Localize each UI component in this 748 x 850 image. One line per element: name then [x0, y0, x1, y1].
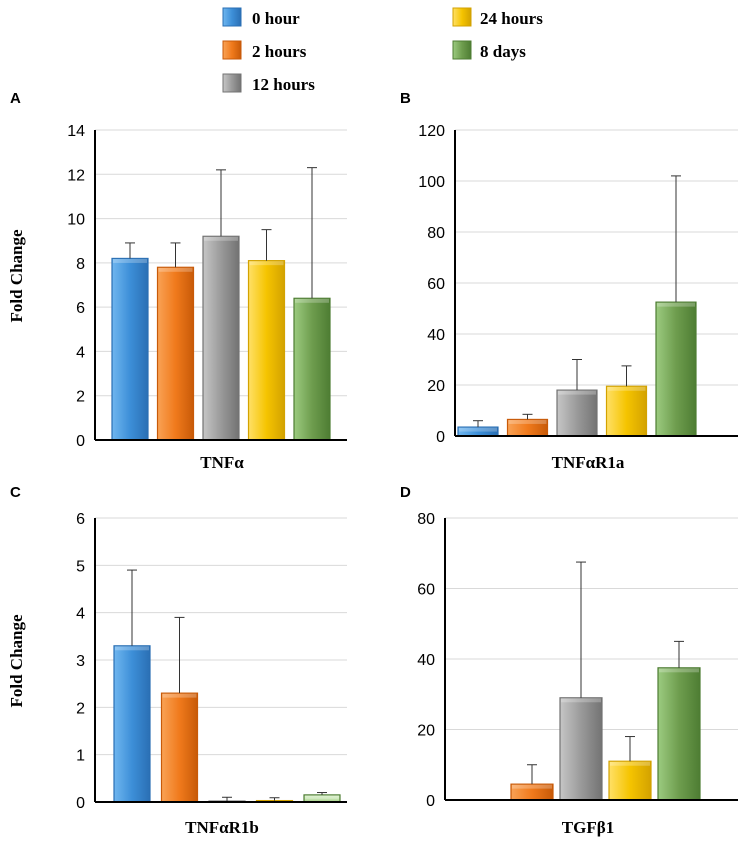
panel-letter-d: D: [400, 484, 411, 501]
bar-highlight-d-1: [512, 784, 552, 789]
bar-highlight-d-2: [561, 698, 601, 703]
legend-label-8-days: 8 days: [480, 42, 526, 61]
legend-swatch-24-hours: [452, 7, 472, 27]
y-tick-label-a-3: 6: [76, 300, 85, 317]
y-tick-label-a-0: 0: [76, 433, 85, 450]
legend: 0 hour 2 hours 12 hours 24 hours 8 days: [222, 7, 543, 94]
y-tick-label-b-6: 120: [418, 123, 445, 140]
legend-label-0-hour: 0 hour: [252, 9, 300, 28]
y-tick-label-a-2: 4: [76, 344, 85, 361]
bar-c-2-hours: [160, 692, 199, 803]
y-tick-label-d-1: 20: [417, 723, 435, 740]
y-tick-label-c-0: 0: [76, 795, 85, 812]
bar-highlight-b-3: [607, 386, 646, 391]
y-tick-label-a-4: 8: [76, 256, 85, 273]
panel-letter-c: C: [10, 484, 21, 501]
y-tick-label-a-7: 14: [67, 123, 85, 140]
legend-label-12-hours: 12 hours: [252, 75, 315, 94]
bar-highlight-b-1: [508, 419, 547, 424]
chart-panel-a: 0 2 4 6 8 10 12 14: [67, 123, 347, 450]
y-tick-label-a-1: 2: [76, 389, 85, 406]
x-axis-title-b: TNFαR1a: [552, 453, 625, 472]
panel-letter-a: A: [10, 90, 21, 107]
bar-b-24-hours: [605, 385, 648, 437]
bar-highlight-d-4: [659, 668, 699, 673]
y-tick-label-a-5: 10: [67, 212, 85, 229]
bar-a-8-days: [293, 297, 331, 441]
bar-c-0-hour: [113, 645, 151, 803]
bar-a-2-hours: [156, 266, 195, 441]
y-axis-title-c: Fold Change: [7, 614, 26, 707]
y-tick-label-b-4: 80: [427, 225, 445, 242]
bar-highlight-a-2: [204, 236, 238, 241]
chart-panel-d: 0 20 40 60 80: [417, 511, 738, 810]
bar-a-24-hours: [247, 260, 286, 441]
y-tick-label-c-2: 2: [76, 700, 85, 717]
chart-panel-c: 0 1 2 3 4 5 6: [76, 511, 347, 812]
bar-highlight-c-4: [305, 795, 339, 800]
y-tick-label-c-5: 5: [76, 558, 85, 575]
bar-highlight-c-1: [162, 693, 197, 698]
legend-item-24-hours: 24 hours: [452, 7, 543, 28]
legend-label-2-hours: 2 hours: [252, 42, 307, 61]
y-tick-label-c-3: 3: [76, 653, 85, 670]
y-tick-label-c-6: 6: [76, 511, 85, 528]
y-tick-label-d-2: 40: [417, 652, 435, 669]
y-tick-label-b-0: 0: [436, 429, 445, 446]
bar-highlight-a-3: [249, 261, 284, 266]
y-tick-label-b-2: 40: [427, 327, 445, 344]
legend-item-0-hour: 0 hour: [222, 7, 300, 28]
bar-highlight-a-1: [158, 267, 193, 272]
y-axis-title-a: Fold Change: [7, 229, 26, 322]
bar-a-12-hours: [202, 235, 240, 441]
bar-d-12-hours: [559, 697, 603, 801]
y-tick-label-d-0: 0: [426, 793, 435, 810]
bar-a-0-hour: [111, 257, 149, 441]
y-tick-label-d-4: 80: [417, 511, 435, 528]
bar-highlight-b-4: [657, 302, 695, 307]
bar-b-12-hours: [556, 389, 598, 437]
bar-b-8-days: [655, 301, 697, 437]
y-tick-label-b-3: 60: [427, 276, 445, 293]
bar-d-24-hours: [608, 760, 652, 801]
bar-highlight-b-2: [558, 390, 596, 395]
bar-highlight-d-3: [610, 761, 650, 766]
y-tick-label-c-1: 1: [76, 748, 85, 765]
panel-letter-b: B: [400, 90, 411, 107]
x-axis-title-c: TNFαR1b: [185, 818, 259, 837]
y-tick-label-b-5: 100: [418, 174, 445, 191]
y-tick-label-a-6: 12: [67, 167, 85, 184]
x-axis-title-a: TNFα: [200, 453, 244, 472]
legend-item-12-hours: 12 hours: [222, 73, 315, 94]
legend-swatch-2-hours: [222, 40, 242, 60]
chart-panel-b: 0 20 40 60 80 100 120: [418, 123, 738, 446]
legend-item-2-hours: 2 hours: [222, 40, 307, 61]
legend-swatch-0-hour: [222, 7, 242, 27]
bar-highlight-c-0: [115, 646, 149, 651]
x-axis-title-d: TGFβ1: [562, 818, 614, 837]
legend-swatch-12-hours: [222, 73, 242, 93]
y-tick-label-c-4: 4: [76, 606, 85, 623]
bar-highlight-b-0: [459, 427, 497, 432]
bar-highlight-a-4: [295, 298, 329, 303]
legend-swatch-8-days: [452, 40, 472, 60]
legend-label-24-hours: 24 hours: [480, 9, 543, 28]
y-tick-label-b-1: 20: [427, 378, 445, 395]
y-tick-label-d-3: 60: [417, 582, 435, 599]
legend-item-8-days: 8 days: [452, 40, 526, 61]
bar-d-8-days: [657, 667, 701, 801]
bar-highlight-a-0: [113, 258, 147, 263]
